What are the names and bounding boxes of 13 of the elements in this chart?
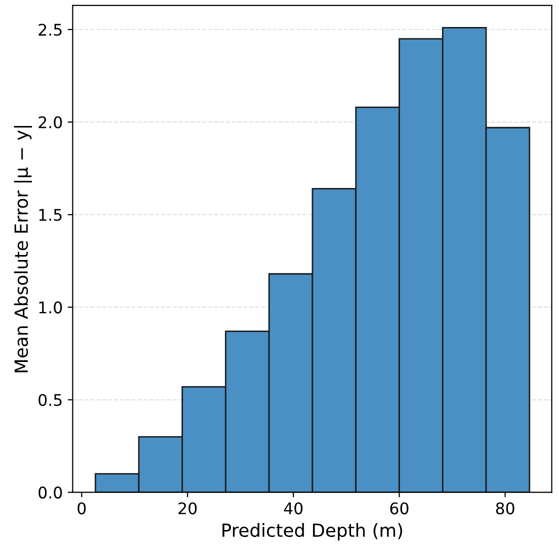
y-tick-label: 2.5 [38,24,62,36]
x-tick-label: 80 [496,502,514,514]
y-tick-label: 1.0 [39,301,62,314]
y-axis-title: Mean Absolute Error |μ − y| [14,126,32,372]
y-tick-label: 0.0 [38,486,62,499]
x-tick-label: 0 [78,502,86,514]
x-axis-title: Predicted Depth (m) [222,523,402,541]
x-tick-label: 40 [284,502,303,514]
x-tick-label: 20 [178,502,197,514]
y-tick-label: 1.5 [39,209,62,221]
y-tick-label: 2.0 [38,116,62,128]
x-tick-label: 60 [390,502,408,514]
y-tick-label: 0.5 [38,394,62,406]
